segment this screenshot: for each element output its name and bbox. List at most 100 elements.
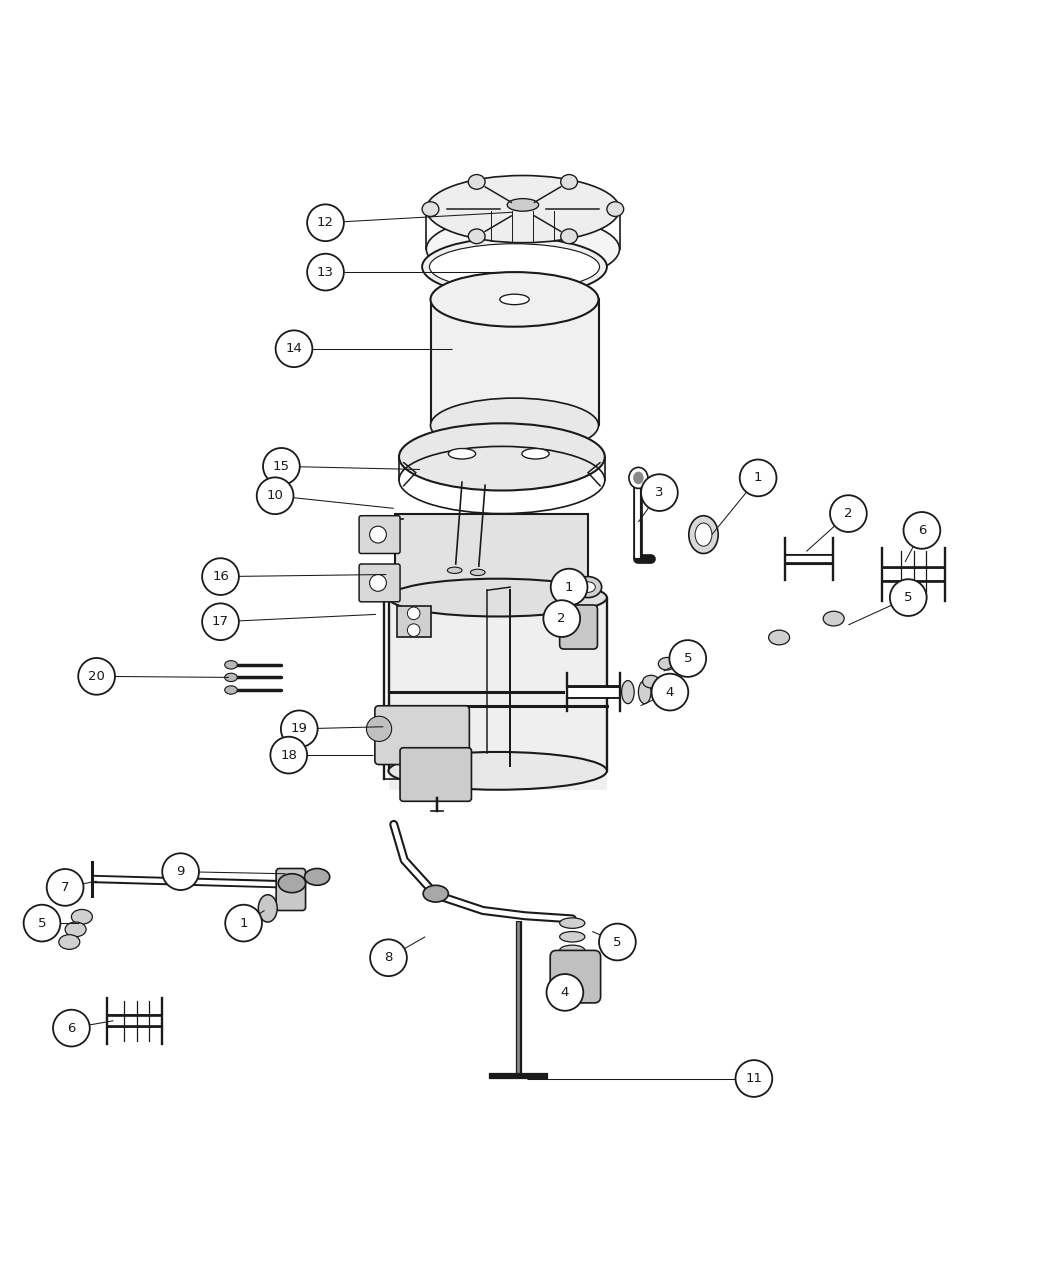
Ellipse shape	[430, 272, 598, 326]
FancyBboxPatch shape	[375, 706, 469, 765]
Circle shape	[739, 459, 777, 496]
Circle shape	[275, 330, 313, 367]
Ellipse shape	[507, 199, 539, 212]
Ellipse shape	[422, 201, 439, 217]
Text: 5: 5	[904, 592, 912, 604]
Text: 7: 7	[61, 881, 69, 894]
Ellipse shape	[430, 398, 598, 453]
Ellipse shape	[225, 686, 237, 694]
Circle shape	[550, 569, 588, 606]
Text: 4: 4	[561, 986, 569, 998]
Circle shape	[890, 579, 926, 616]
Circle shape	[670, 640, 706, 677]
Text: 1: 1	[754, 472, 762, 484]
Circle shape	[162, 853, 200, 890]
Ellipse shape	[823, 611, 844, 626]
Ellipse shape	[769, 630, 790, 645]
Ellipse shape	[500, 295, 529, 305]
Ellipse shape	[470, 569, 485, 575]
Ellipse shape	[59, 935, 80, 950]
Polygon shape	[430, 300, 598, 426]
Circle shape	[257, 477, 294, 514]
Circle shape	[370, 940, 407, 977]
Text: 9: 9	[176, 866, 185, 878]
Text: 12: 12	[317, 217, 334, 230]
Ellipse shape	[695, 523, 712, 546]
Ellipse shape	[388, 579, 607, 617]
Circle shape	[271, 737, 307, 774]
Ellipse shape	[65, 922, 86, 937]
FancyBboxPatch shape	[395, 514, 588, 598]
Ellipse shape	[225, 660, 237, 669]
Ellipse shape	[468, 175, 485, 189]
Text: 10: 10	[267, 490, 284, 502]
Circle shape	[52, 1010, 90, 1047]
Circle shape	[307, 204, 344, 241]
Circle shape	[370, 527, 386, 543]
Circle shape	[640, 474, 678, 511]
Text: 11: 11	[746, 1072, 762, 1085]
Ellipse shape	[71, 909, 92, 924]
FancyBboxPatch shape	[276, 868, 306, 910]
Circle shape	[370, 575, 386, 592]
FancyBboxPatch shape	[560, 604, 597, 649]
Circle shape	[78, 658, 116, 695]
Ellipse shape	[561, 175, 578, 189]
Ellipse shape	[388, 752, 607, 789]
Text: 6: 6	[918, 524, 926, 537]
FancyBboxPatch shape	[359, 515, 400, 553]
Circle shape	[202, 558, 239, 595]
Ellipse shape	[629, 468, 648, 488]
Circle shape	[903, 513, 941, 548]
Ellipse shape	[426, 176, 620, 242]
Text: 17: 17	[212, 616, 229, 629]
Circle shape	[598, 923, 635, 960]
Ellipse shape	[633, 472, 644, 484]
Ellipse shape	[448, 449, 476, 459]
Ellipse shape	[581, 581, 595, 593]
Text: 6: 6	[67, 1021, 76, 1034]
Text: 15: 15	[273, 460, 290, 473]
Ellipse shape	[423, 885, 448, 903]
Circle shape	[46, 870, 84, 905]
FancyBboxPatch shape	[359, 564, 400, 602]
Circle shape	[226, 905, 262, 941]
Text: 5: 5	[684, 652, 692, 666]
Circle shape	[264, 448, 300, 484]
Ellipse shape	[429, 244, 600, 289]
Circle shape	[366, 717, 392, 742]
Ellipse shape	[560, 945, 585, 956]
Ellipse shape	[689, 515, 718, 553]
Circle shape	[307, 254, 344, 291]
Text: 19: 19	[291, 723, 308, 736]
Circle shape	[23, 905, 61, 941]
Ellipse shape	[258, 895, 277, 922]
Text: 8: 8	[384, 951, 393, 964]
Circle shape	[202, 603, 239, 640]
Circle shape	[281, 710, 317, 747]
Circle shape	[651, 673, 689, 710]
Text: 5: 5	[38, 917, 46, 929]
Text: 2: 2	[844, 507, 853, 520]
Text: 1: 1	[565, 580, 573, 594]
Ellipse shape	[447, 567, 462, 574]
Ellipse shape	[522, 449, 549, 459]
Polygon shape	[388, 598, 607, 789]
Text: 4: 4	[666, 686, 674, 699]
Text: 5: 5	[613, 936, 622, 949]
Text: 2: 2	[558, 612, 566, 625]
FancyBboxPatch shape	[400, 747, 471, 801]
Text: 13: 13	[317, 265, 334, 279]
Text: 20: 20	[88, 669, 105, 683]
Text: 16: 16	[212, 570, 229, 583]
Circle shape	[544, 601, 580, 638]
Ellipse shape	[561, 230, 578, 244]
Text: 1: 1	[239, 917, 248, 929]
Circle shape	[407, 623, 420, 636]
Polygon shape	[397, 606, 430, 638]
Circle shape	[407, 607, 420, 620]
Ellipse shape	[304, 868, 330, 885]
Text: 3: 3	[655, 486, 664, 499]
Text: 18: 18	[280, 748, 297, 761]
Ellipse shape	[560, 932, 585, 942]
